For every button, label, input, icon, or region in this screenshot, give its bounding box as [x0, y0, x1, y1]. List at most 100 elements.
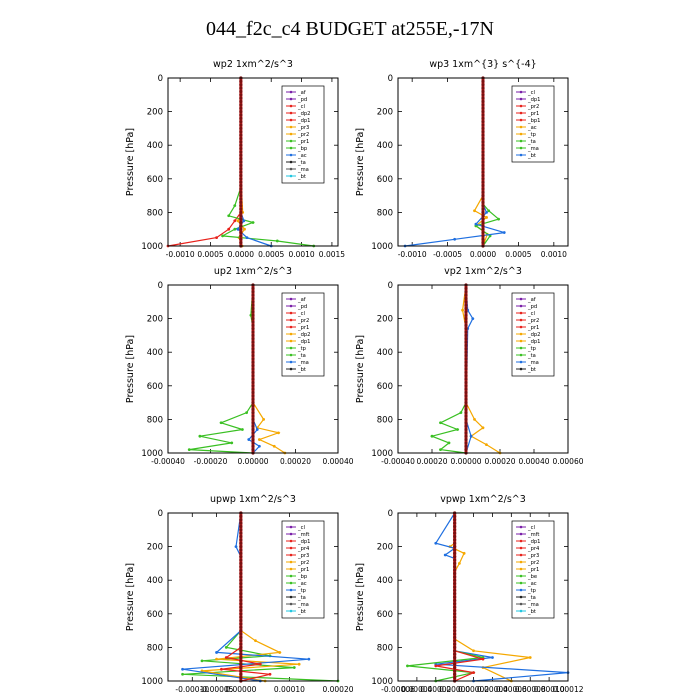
zero-profile-point	[453, 598, 457, 602]
zero-profile-point	[464, 401, 468, 405]
zero-profile-point	[239, 659, 243, 663]
legend-entry: _ac	[527, 125, 537, 131]
zero-profile-point	[464, 313, 468, 317]
zero-profile-point	[481, 103, 485, 107]
legend-marker	[519, 339, 523, 343]
y-tick-label: 0	[158, 509, 163, 519]
series-point	[233, 227, 237, 231]
zero-profile-point	[239, 140, 243, 144]
legend-marker	[519, 367, 523, 371]
zero-profile-point	[239, 545, 243, 549]
legend-marker	[289, 139, 293, 143]
series-point	[481, 426, 485, 430]
zero-profile-point	[481, 160, 485, 164]
legend-entry: _mft	[297, 532, 309, 538]
y-tick-label: 0	[158, 281, 163, 291]
series-point	[443, 553, 447, 557]
zero-profile-point	[239, 665, 243, 670]
legend-marker	[289, 567, 293, 571]
zero-profile-point	[464, 380, 468, 385]
legend-marker	[289, 104, 293, 108]
legend-marker	[289, 97, 293, 101]
zero-profile-point	[464, 333, 468, 337]
zero-profile-point	[481, 210, 485, 214]
x-tick-label: 0.0005	[258, 250, 284, 259]
zero-profile-point	[239, 615, 243, 619]
zero-profile-point	[453, 632, 457, 636]
zero-profile-point	[239, 130, 243, 134]
series-line	[473, 78, 489, 247]
series-point	[215, 236, 218, 240]
zero-profile-point	[239, 207, 243, 211]
series-point	[224, 656, 228, 659]
zero-profile-point	[239, 106, 243, 110]
zero-profile-point	[453, 672, 457, 676]
legend-marker	[289, 132, 293, 136]
legend-marker	[519, 532, 523, 536]
legend-entry: _ma	[527, 360, 539, 366]
legend-entry: _tp	[297, 346, 307, 352]
zero-profile-point	[464, 323, 468, 327]
legend-marker	[289, 311, 293, 315]
zero-profile-point	[464, 390, 468, 395]
zero-profile-point	[464, 300, 468, 304]
zero-profile-point	[464, 343, 468, 348]
zero-profile-point	[239, 518, 243, 522]
legend-marker	[519, 325, 523, 329]
legend-entry: _bp	[297, 574, 308, 580]
zero-profile-point	[239, 625, 243, 629]
zero-profile-point	[453, 521, 457, 525]
zero-profile-point	[239, 524, 243, 529]
zero-profile-point	[239, 514, 243, 518]
x-tick-label: -0.00006	[381, 685, 415, 694]
y-axis-label: Pressure [hPa]	[125, 128, 136, 196]
x-tick-label: 0.00010	[534, 685, 565, 694]
legend-marker	[289, 532, 293, 536]
legend-entry: _bt	[527, 367, 536, 373]
legend-entry: _bt	[527, 609, 536, 615]
zero-profile-point	[481, 86, 485, 90]
zero-profile-point	[239, 214, 243, 218]
series-point	[473, 209, 476, 213]
zero-profile-point	[481, 96, 485, 100]
zero-profile-point	[239, 227, 243, 231]
chart-panel-4: vp2 1xm^2/s^3 Pressure [hPa] 0 200 400 600 800…	[355, 266, 584, 466]
zero-profile-point	[239, 220, 243, 225]
x-tick-label: -0.00040	[151, 457, 185, 466]
zero-profile-point	[239, 534, 243, 539]
zero-profile-point	[251, 347, 255, 351]
legend-entry: _ma	[297, 602, 309, 608]
legend-marker	[289, 332, 293, 336]
series-line	[252, 285, 286, 454]
y-tick-label: 600	[147, 175, 163, 185]
zero-profile-point	[239, 642, 243, 646]
zero-profile-point	[481, 110, 485, 114]
zero-profile-point	[453, 551, 457, 555]
series-point	[292, 666, 296, 669]
x-tick-label: -0.00020	[194, 457, 228, 466]
zero-profile-point	[239, 565, 243, 569]
zero-profile-point	[464, 293, 468, 297]
zero-profile-point	[464, 444, 468, 448]
zero-profile-point	[481, 143, 485, 147]
chart-panel-3: up2 1xm^2/s^3 Pressure [hPa] 0 200 400 600 800…	[125, 266, 354, 466]
zero-profile-point	[464, 353, 468, 358]
series-point	[430, 434, 434, 438]
y-tick-label: 600	[377, 382, 393, 392]
x-tick-label: 0.00012	[552, 685, 583, 694]
series-line	[167, 78, 242, 247]
series-point	[456, 428, 459, 431]
zero-profile-point	[251, 290, 255, 294]
zero-profile-point	[464, 310, 468, 314]
y-tick-label: 200	[377, 315, 393, 325]
zero-profile-point	[464, 397, 468, 401]
legend-marker	[289, 325, 293, 329]
y-tick-label: 600	[147, 610, 163, 620]
legend: _af_pd_cl_pr2_pr1_dp2_dp1_tp_ta_ma_bt	[281, 292, 325, 377]
y-tick-label: 400	[147, 576, 163, 586]
series-point	[245, 236, 249, 240]
series-point	[472, 649, 475, 653]
zero-profile-point	[239, 177, 243, 181]
panel-title: vpwp 1xm^2/s^3	[440, 494, 526, 505]
series-point	[277, 431, 280, 435]
